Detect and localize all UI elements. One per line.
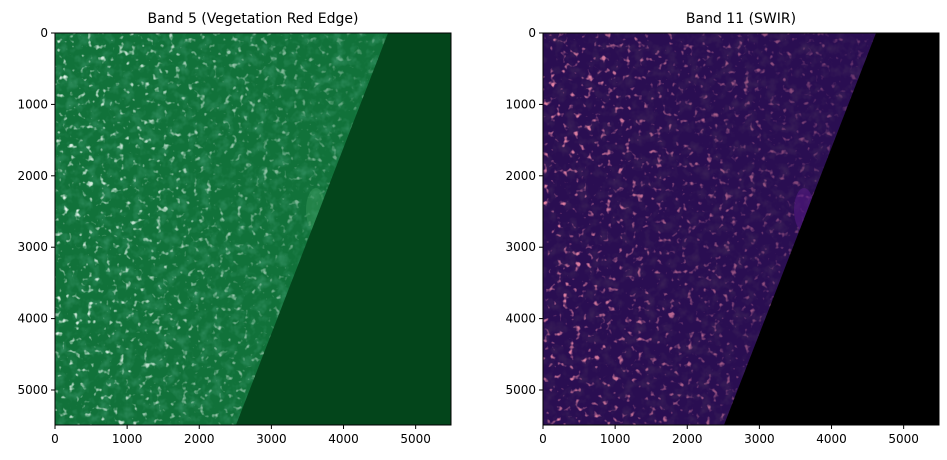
x-tick-label: 3000 — [744, 432, 775, 446]
x-axis: 0 1000 2000 3000 4000 5000 — [539, 425, 919, 446]
x-tick-label: 0 — [51, 432, 59, 446]
y-tick-label: 1000 — [17, 97, 48, 111]
panel-title: Band 5 (Vegetation Red Edge) — [148, 11, 359, 27]
axes-frame — [54, 32, 452, 426]
x-tick-label: 4000 — [816, 432, 847, 446]
y-tick-label: 3000 — [17, 240, 48, 254]
panel-band-5: Band 5 (Vegetation Red Edge) 0 1000 2000 30… — [17, 11, 452, 446]
axes-frame — [542, 32, 940, 426]
y-tick-label: 1000 — [505, 97, 536, 111]
x-tick-label: 2000 — [184, 432, 215, 446]
y-tick-label: 4000 — [505, 312, 536, 326]
y-axis: 0 1000 2000 3000 4000 5000 — [505, 26, 543, 397]
y-tick-label: 0 — [40, 26, 48, 40]
y-axis: 0 1000 2000 3000 4000 5000 — [17, 26, 55, 397]
panel-title: Band 11 (SWIR) — [686, 11, 796, 27]
x-tick-label: 5000 — [888, 432, 919, 446]
y-tick-label: 2000 — [17, 169, 48, 183]
x-tick-label: 4000 — [328, 432, 359, 446]
y-tick-label: 3000 — [505, 240, 536, 254]
x-tick-label: 1000 — [600, 432, 631, 446]
y-tick-label: 0 — [528, 26, 536, 40]
y-tick-label: 5000 — [505, 383, 536, 397]
x-tick-label: 0 — [539, 432, 547, 446]
panel-band-11: Band 11 (SWIR) 0 1000 2000 3000 4000 5000 0 10… — [505, 11, 940, 446]
x-tick-label: 5000 — [400, 432, 431, 446]
y-tick-label: 2000 — [505, 169, 536, 183]
x-tick-label: 2000 — [672, 432, 703, 446]
y-tick-label: 5000 — [17, 383, 48, 397]
x-axis: 0 1000 2000 3000 4000 5000 — [51, 425, 431, 446]
x-tick-label: 3000 — [256, 432, 287, 446]
x-tick-label: 1000 — [112, 432, 143, 446]
y-tick-label: 4000 — [17, 312, 48, 326]
